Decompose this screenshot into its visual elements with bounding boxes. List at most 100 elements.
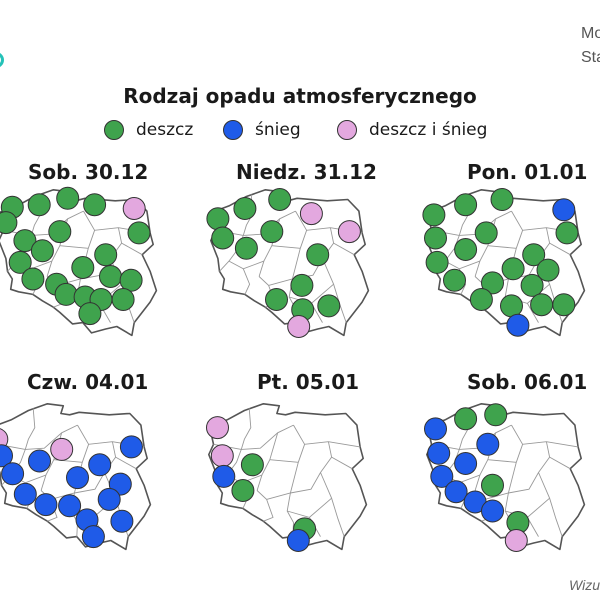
region-border	[219, 260, 230, 272]
region-border	[527, 517, 539, 537]
region-border	[487, 459, 517, 463]
station-marker-deszcz	[520, 273, 544, 297]
station-marker-deszcz	[290, 273, 314, 297]
station-marker-deszcz	[481, 473, 504, 497]
map-title-4: Czw. 04.01	[27, 370, 149, 394]
region-border	[115, 456, 137, 470]
station-marker-deszcz	[424, 226, 447, 250]
station-marker-snieg	[430, 464, 454, 488]
region-border	[511, 424, 579, 448]
region-border	[256, 432, 279, 491]
map-6	[424, 403, 586, 552]
station-marker-deszcz	[484, 403, 508, 427]
station-marker-deszcz	[27, 193, 51, 217]
station-marker-deszcz	[474, 221, 498, 245]
region-border	[527, 303, 539, 323]
legend-swatch-deszcz-i-snieg	[337, 120, 357, 140]
station-marker-deszcz	[233, 197, 257, 220]
station-marker-snieg	[552, 198, 576, 222]
station-marker-deszcz-i-snieg	[504, 529, 528, 552]
station-marker-snieg	[427, 441, 451, 465]
station-marker-deszcz	[111, 288, 135, 311]
region-border	[24, 408, 36, 450]
station-marker-deszcz	[490, 188, 514, 211]
station-marker-deszcz-i-snieg	[206, 416, 229, 440]
station-marker-deszcz	[211, 226, 235, 250]
station-marker-snieg	[476, 432, 500, 456]
region-border	[59, 245, 89, 249]
station-marker-snieg	[286, 529, 310, 552]
region-border	[549, 456, 571, 470]
region-border	[549, 242, 571, 256]
station-marker-deszcz	[54, 282, 78, 306]
region-border	[240, 408, 252, 450]
station-marker-snieg	[13, 482, 37, 506]
logo-mark	[0, 52, 4, 68]
legend-item-deszcz: deszcz	[104, 120, 193, 140]
station-marker-snieg	[424, 417, 447, 441]
credit: Wizu	[569, 577, 600, 593]
station-marker-deszcz	[21, 267, 45, 291]
region-border	[484, 227, 551, 286]
station-marker-deszcz	[500, 294, 523, 318]
station-marker-deszcz-i-snieg	[337, 220, 361, 244]
station-marker-deszcz	[469, 288, 493, 311]
map-2	[206, 188, 370, 338]
country-outline	[208, 403, 368, 551]
station-marker-deszcz	[422, 203, 446, 227]
map-title-2: Niedz. 31.12	[236, 160, 377, 184]
region-border	[333, 242, 355, 256]
station-marker-deszcz	[306, 243, 330, 267]
station-marker-deszcz	[0, 211, 18, 235]
map-3	[422, 188, 586, 337]
station-marker-deszcz	[240, 453, 264, 477]
station-marker-deszcz	[56, 186, 80, 210]
region-border	[331, 456, 353, 470]
station-marker-deszcz	[119, 268, 143, 292]
station-marker-deszcz	[94, 243, 118, 267]
legend-label-snieg: śnieg	[255, 120, 301, 140]
station-marker-snieg	[88, 453, 112, 477]
station-marker-snieg	[28, 449, 51, 473]
region-border	[50, 441, 117, 500]
station-marker-snieg	[481, 499, 504, 523]
map-4	[0, 403, 152, 551]
region-border	[256, 490, 274, 522]
station-marker-snieg	[58, 494, 82, 518]
legend-item-deszcz-i-snieg: deszcz i śnieg	[337, 120, 487, 140]
station-marker-deszcz	[99, 265, 122, 288]
region-border	[487, 245, 517, 249]
chart-title: Rodzaj opadu atmosferycznego	[123, 84, 477, 108]
map-title-6: Sob. 06.01	[467, 370, 588, 394]
station-marker-deszcz	[260, 220, 284, 244]
region-border	[538, 472, 563, 537]
region-border	[213, 424, 294, 450]
region-border	[0, 424, 78, 450]
station-marker-snieg	[66, 466, 89, 490]
station-marker-deszcz	[231, 479, 255, 502]
station-marker-deszcz	[555, 221, 579, 245]
region-border	[293, 424, 361, 448]
station-marker-deszcz-i-snieg	[50, 437, 74, 461]
station-marker-deszcz-i-snieg	[122, 197, 146, 220]
station-marker-deszcz-i-snieg	[210, 444, 234, 468]
station-marker-deszcz	[30, 239, 54, 263]
station-marker-snieg	[1, 462, 25, 486]
corner-text-1: Mo	[581, 25, 600, 42]
station-marker-deszcz	[48, 220, 72, 244]
station-marker-deszcz	[530, 293, 554, 317]
station-marker-snieg	[0, 444, 13, 468]
station-marker-deszcz	[454, 238, 478, 261]
map-1	[0, 186, 158, 337]
station-marker-deszcz	[13, 229, 37, 253]
corner-text-2: Sta	[581, 49, 600, 66]
station-marker-deszcz	[127, 221, 151, 245]
region-border	[266, 441, 333, 500]
station-marker-deszcz	[83, 193, 107, 217]
legend: deszcz śnieg deszcz i śnieg	[0, 120, 600, 146]
station-marker-deszcz-i-snieg	[299, 202, 323, 226]
station-marker-snieg	[444, 480, 468, 504]
station-marker-deszcz-i-snieg	[287, 315, 311, 338]
map-title-5: Pt. 05.01	[257, 370, 360, 394]
station-marker-snieg	[506, 313, 530, 337]
